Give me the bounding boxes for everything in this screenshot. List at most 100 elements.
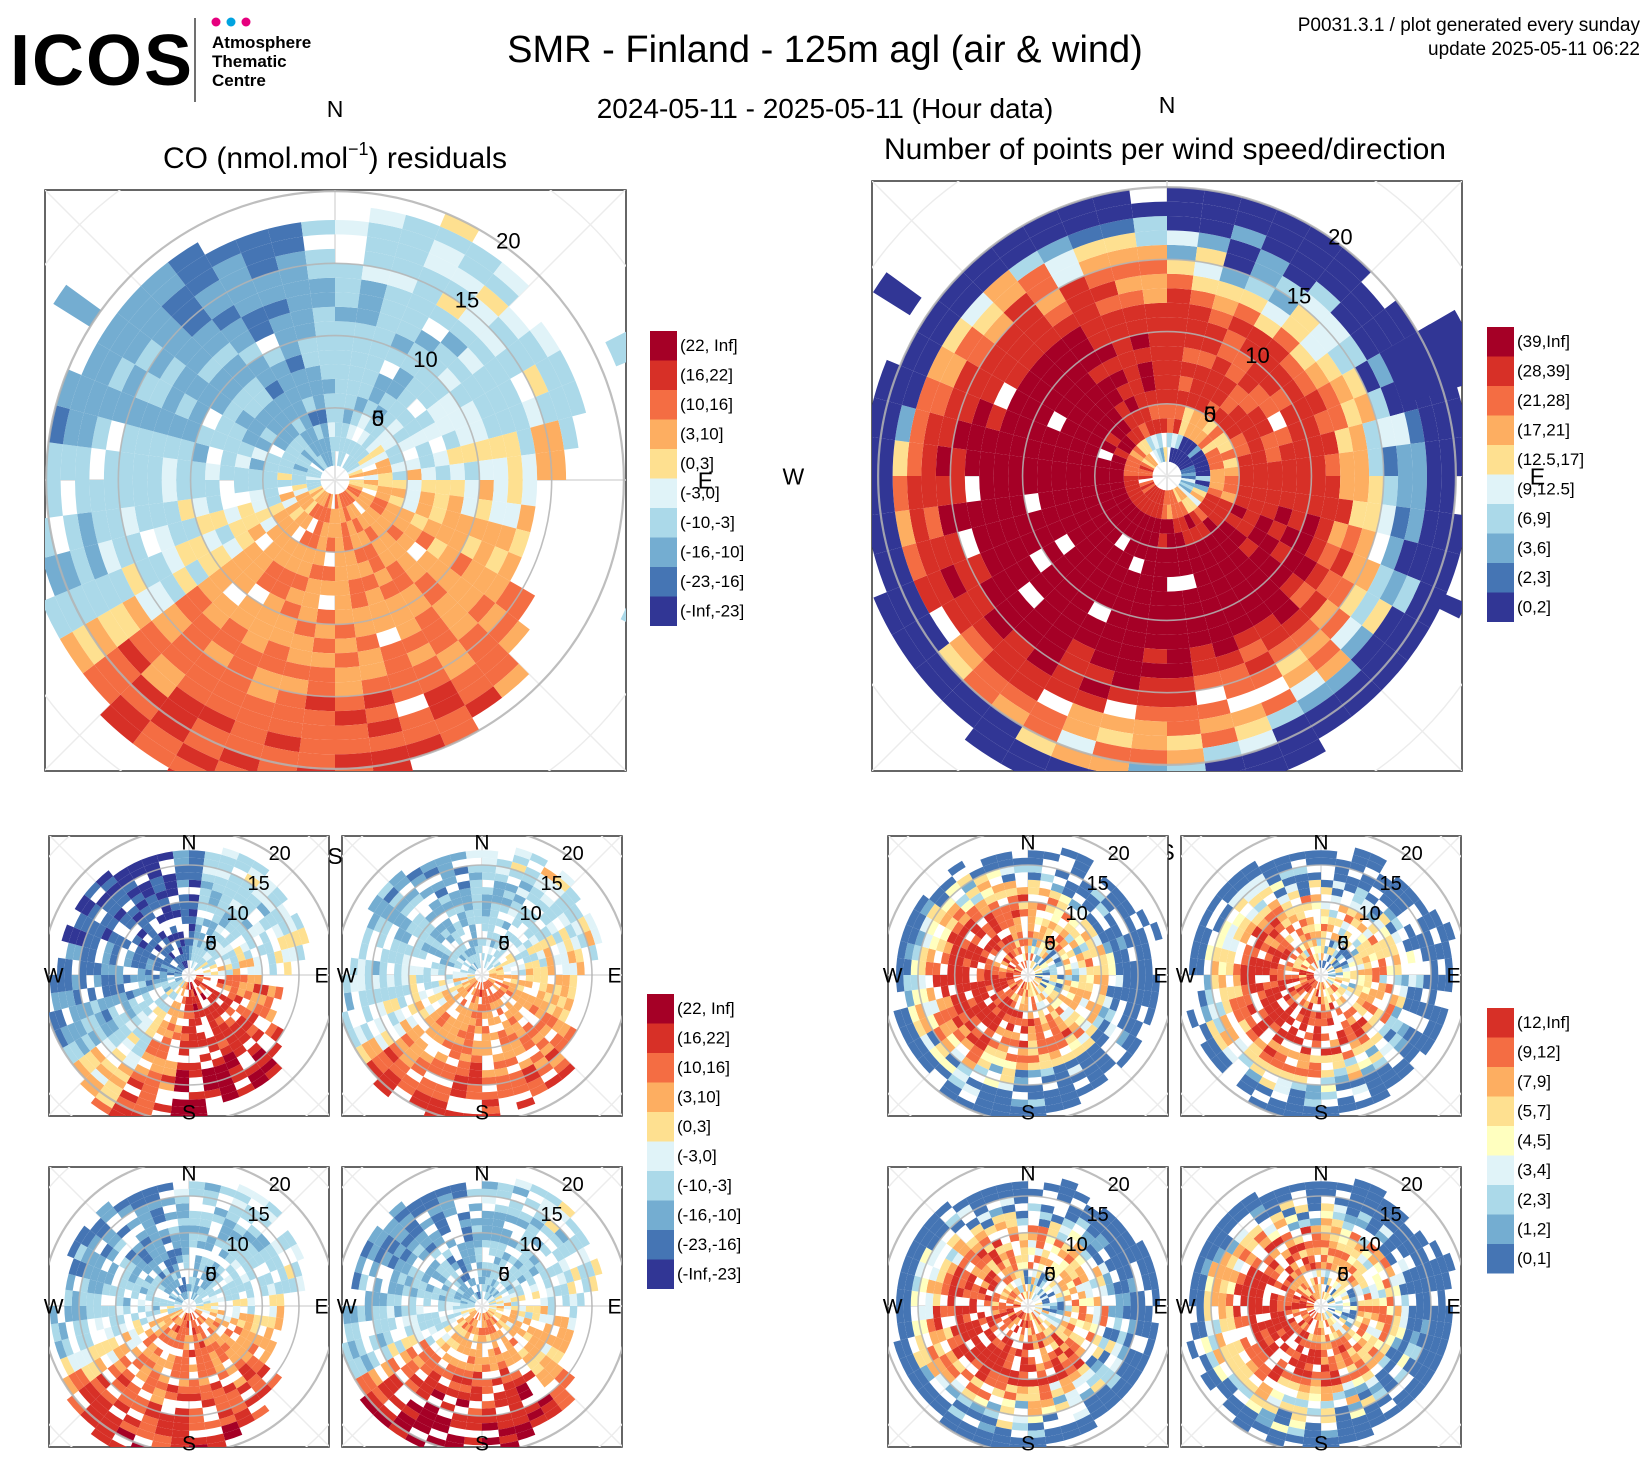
data-cell bbox=[254, 975, 263, 985]
data-cell bbox=[1047, 1019, 1058, 1030]
data-cell bbox=[349, 472, 364, 479]
data-cell bbox=[67, 1022, 81, 1041]
data-cell bbox=[513, 1269, 523, 1280]
data-cell bbox=[1043, 988, 1052, 996]
data-cell bbox=[1290, 619, 1321, 648]
data-cell bbox=[496, 1303, 504, 1306]
data-cell bbox=[178, 1378, 189, 1387]
data-cell bbox=[563, 1239, 578, 1255]
data-cell bbox=[497, 988, 506, 996]
data-cell bbox=[446, 1292, 455, 1299]
data-cell bbox=[327, 523, 335, 538]
data-cell bbox=[472, 1040, 482, 1049]
data-cell bbox=[439, 984, 449, 992]
data-cell bbox=[206, 957, 215, 964]
data-cell bbox=[180, 1240, 189, 1248]
data-cell bbox=[1027, 420, 1047, 443]
data-cell bbox=[941, 317, 973, 354]
data-cell bbox=[1097, 931, 1110, 945]
data-cell bbox=[141, 949, 151, 959]
data-cell bbox=[106, 1350, 120, 1364]
data-cell bbox=[1304, 536, 1328, 563]
data-cell bbox=[1109, 997, 1121, 1012]
data-cell bbox=[190, 981, 195, 990]
data-cell bbox=[231, 1292, 240, 1301]
data-cell bbox=[420, 480, 437, 494]
data-cell bbox=[1028, 1011, 1034, 1019]
data-cell bbox=[74, 480, 92, 514]
data-cell bbox=[438, 1224, 452, 1237]
data-cell bbox=[1167, 374, 1181, 391]
data-cell bbox=[1136, 496, 1150, 511]
data-cell bbox=[489, 1270, 496, 1279]
data-cell bbox=[1056, 978, 1065, 985]
data-cell bbox=[1125, 483, 1141, 493]
data-cell bbox=[1033, 403, 1055, 427]
data-cell bbox=[993, 281, 1027, 313]
data-cell bbox=[171, 909, 182, 919]
data-cell bbox=[522, 1247, 534, 1260]
data-cell bbox=[518, 330, 548, 365]
data-cell bbox=[267, 717, 303, 738]
data-cell bbox=[1148, 331, 1167, 348]
data-cell bbox=[58, 991, 69, 1010]
data-cell bbox=[1070, 866, 1087, 880]
data-cell bbox=[522, 1317, 532, 1326]
data-cell bbox=[214, 1317, 223, 1325]
data-cell bbox=[1129, 960, 1139, 975]
data-cell bbox=[549, 1233, 564, 1248]
data-cell bbox=[208, 1291, 217, 1298]
data-cell bbox=[117, 638, 152, 675]
data-cell bbox=[427, 994, 438, 1005]
data-cell bbox=[1068, 1039, 1082, 1052]
data-cell bbox=[1035, 939, 1042, 948]
data-cell bbox=[194, 1310, 201, 1317]
data-cell bbox=[482, 1040, 492, 1049]
data-cell bbox=[446, 495, 464, 514]
data-cell bbox=[252, 983, 262, 994]
data-cell bbox=[471, 1378, 482, 1387]
data-cell bbox=[310, 487, 324, 498]
data-cell bbox=[1327, 577, 1355, 608]
data-cell bbox=[434, 1051, 449, 1064]
data-cell bbox=[513, 1284, 523, 1292]
data-cell bbox=[1167, 244, 1198, 262]
data-cell bbox=[308, 666, 335, 683]
data-cell bbox=[563, 997, 575, 1012]
data-cell bbox=[1202, 418, 1219, 436]
data-cell bbox=[1181, 472, 1196, 476]
data-cell bbox=[404, 1378, 420, 1394]
data-cell bbox=[425, 911, 438, 924]
data-cell bbox=[109, 984, 119, 996]
data-cell bbox=[148, 1248, 160, 1260]
data-cell bbox=[125, 1280, 135, 1291]
data-cell bbox=[407, 594, 432, 618]
data-cell bbox=[383, 1377, 399, 1395]
data-cell bbox=[282, 404, 299, 423]
data-cell bbox=[421, 617, 450, 643]
data-cell bbox=[276, 1306, 285, 1319]
data-cell bbox=[134, 1325, 145, 1336]
data-cell bbox=[1100, 975, 1109, 986]
data-cell bbox=[107, 1233, 122, 1248]
data-cell bbox=[462, 1346, 471, 1356]
data-cell bbox=[487, 1285, 493, 1294]
data-cell bbox=[1229, 432, 1248, 449]
data-cell bbox=[1002, 1029, 1013, 1039]
data-cell bbox=[1028, 1105, 1047, 1115]
data-cell bbox=[195, 916, 205, 926]
data-cell bbox=[1140, 375, 1156, 393]
data-cell bbox=[415, 530, 436, 551]
data-cell bbox=[496, 972, 504, 975]
data-cell bbox=[564, 923, 577, 939]
data-cell bbox=[151, 316, 182, 349]
data-cell bbox=[484, 1292, 490, 1300]
data-cell bbox=[525, 1306, 534, 1313]
data-cell bbox=[1051, 663, 1085, 690]
data-cell bbox=[382, 1330, 394, 1346]
data-cell bbox=[1078, 942, 1089, 953]
data-cell bbox=[338, 493, 347, 508]
data-cell bbox=[1041, 505, 1061, 526]
data-cell bbox=[1261, 235, 1297, 264]
data-cell bbox=[1249, 663, 1283, 690]
